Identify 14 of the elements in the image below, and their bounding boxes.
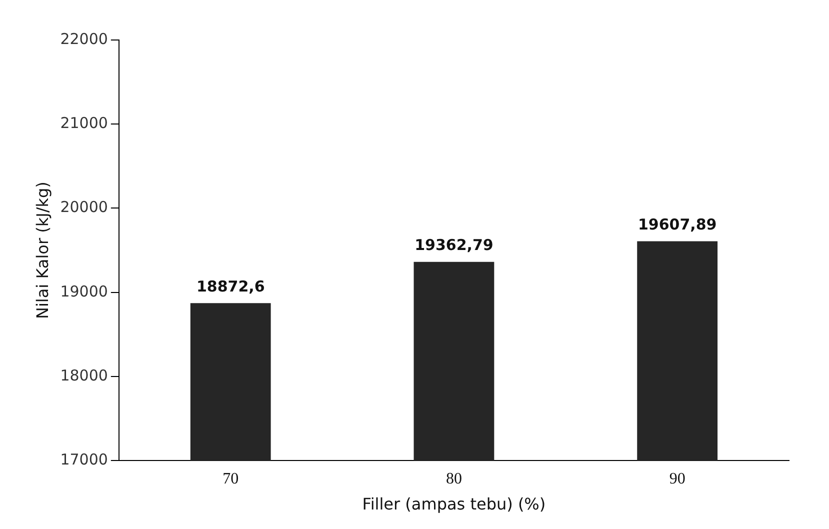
x-axis-title: Filler (ampas tebu) (%) — [362, 494, 546, 514]
y-tick-label: 21000 — [60, 114, 108, 132]
data-label: 19607,89 — [638, 216, 717, 234]
y-tick-label: 19000 — [60, 282, 108, 300]
y-axis-title: Nilai Kalor (kJ/kg) — [32, 182, 52, 319]
x-tick-label: 70 — [222, 470, 239, 488]
y-tick-label: 18000 — [60, 366, 108, 384]
data-label: 18872,6 — [196, 277, 265, 296]
y-tick-label: 17000 — [60, 450, 108, 468]
x-tick-label: 90 — [669, 470, 686, 488]
y-tick-label: 20000 — [60, 198, 108, 216]
y-tick-label: 22000 — [60, 30, 108, 48]
data-label: 19362,79 — [414, 236, 494, 254]
x-tick-label: 80 — [446, 470, 462, 488]
